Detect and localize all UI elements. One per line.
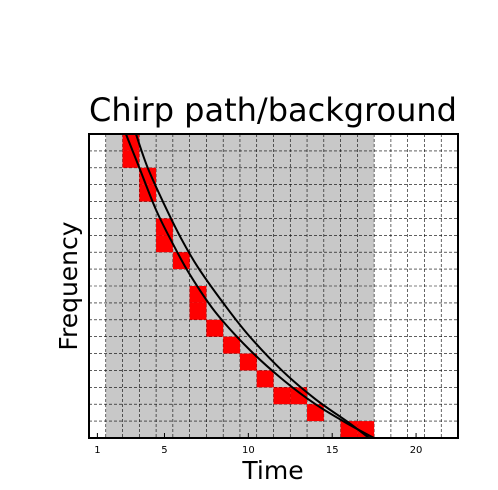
path-cell xyxy=(239,353,257,371)
path-cell xyxy=(206,319,224,337)
x-tick-label: 1 xyxy=(94,445,100,456)
path-cell xyxy=(357,421,375,438)
path-cell xyxy=(307,404,324,422)
path-cell xyxy=(273,387,291,405)
plot-frame xyxy=(88,133,459,439)
series-line xyxy=(124,133,375,439)
path-cell xyxy=(290,387,308,405)
chart-title: Chirp path/background xyxy=(89,91,457,129)
x-axis-label: Time xyxy=(241,456,303,485)
y-axis-label: Frequency xyxy=(54,221,83,350)
x-tick-label: 20 xyxy=(410,445,423,456)
x-tick-label: 10 xyxy=(242,445,255,456)
x-tick-label: 5 xyxy=(161,445,167,456)
path-cell xyxy=(189,302,207,320)
x-tick-label: 15 xyxy=(326,445,339,456)
path-cell xyxy=(189,286,207,303)
path-cell xyxy=(256,370,274,388)
series-line xyxy=(135,133,370,439)
curves xyxy=(124,133,375,439)
plot-area: 1 5 10 15 20 xyxy=(88,133,459,456)
path-cell xyxy=(156,235,173,253)
path-cell xyxy=(223,336,240,354)
